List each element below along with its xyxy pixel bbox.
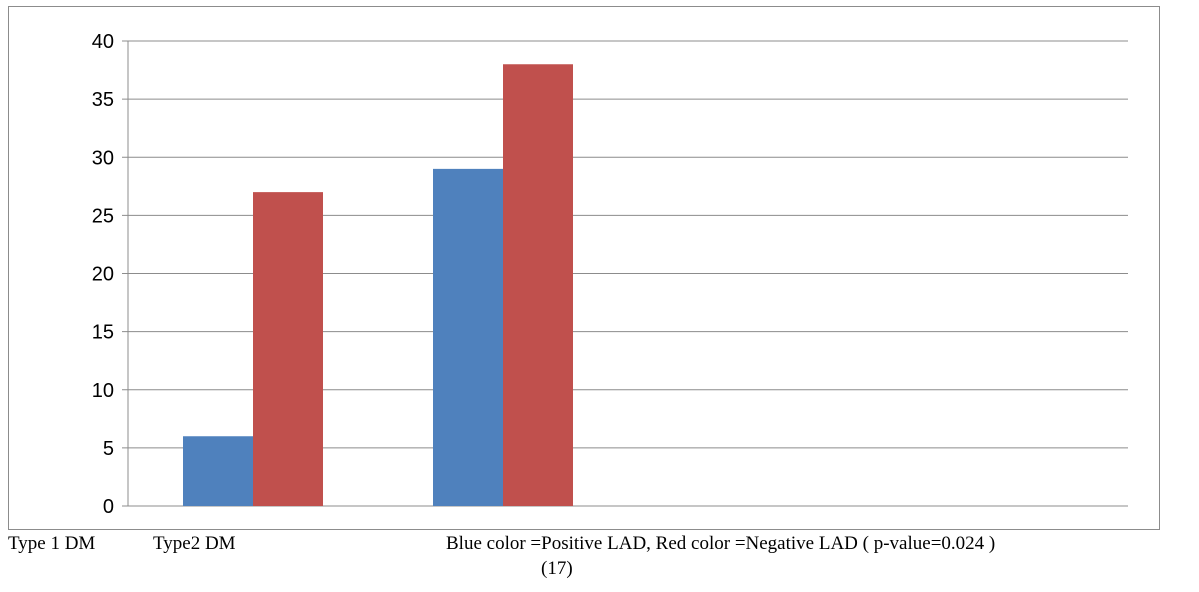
category-label-type-1-dm: Type 1 DM <box>8 533 96 554</box>
legend-caption: Blue color =Positive LAD, Red color =Neg… <box>446 533 996 554</box>
y-axis: 0 5 10 15 20 25 30 35 40 <box>92 31 129 518</box>
y-tick-label-35: 35 <box>92 89 114 111</box>
bar-type2-dm-series-2 <box>503 64 573 506</box>
y-tick-label-30: 30 <box>92 147 114 169</box>
y-tick-label-0: 0 <box>103 496 114 518</box>
y-tick-label-40: 40 <box>92 31 114 53</box>
bar-type-1-dm-series-2 <box>253 192 323 506</box>
y-tick-label-15: 15 <box>92 322 114 344</box>
y-tick-label-5: 5 <box>103 438 114 460</box>
reference-label: (17) <box>541 558 573 579</box>
bar-type2-dm-series-1 <box>433 168 503 506</box>
category-label-type2-dm: Type2 DM <box>153 533 236 554</box>
y-tick-label-25: 25 <box>92 205 114 227</box>
bar-type-1-dm-series-1 <box>183 436 253 506</box>
bars <box>183 64 573 506</box>
y-tick-label-10: 10 <box>92 380 114 402</box>
bar-chart: 0 5 10 15 20 25 30 35 40 <box>92 31 1128 518</box>
y-tick-label-20: 20 <box>92 264 114 286</box>
